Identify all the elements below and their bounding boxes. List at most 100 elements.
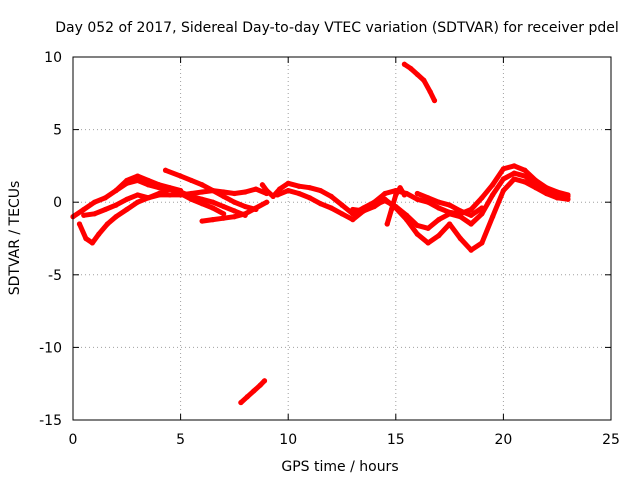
data-point [431, 97, 438, 104]
data-point [231, 199, 237, 205]
data-point [162, 167, 169, 173]
data-point [253, 186, 259, 192]
data-point [285, 180, 291, 186]
data-point [96, 231, 102, 237]
data-point [253, 205, 259, 211]
series-track-11 [401, 61, 438, 104]
data-point [479, 240, 485, 246]
series-line [81, 186, 248, 218]
x-axis-label: GPS time / hours [281, 459, 398, 475]
data-point [134, 173, 141, 179]
data-point [533, 185, 539, 191]
data-point [543, 190, 550, 197]
data-point [328, 205, 334, 211]
data-point [414, 190, 420, 197]
data-point [210, 205, 216, 211]
data-point [264, 187, 270, 194]
data-point [270, 193, 276, 199]
data-point [511, 176, 517, 182]
data-point [393, 192, 399, 198]
data-point [156, 190, 162, 197]
data-point [113, 214, 119, 220]
data-point [447, 211, 453, 217]
data-point [83, 235, 89, 242]
data-point [382, 190, 388, 197]
data-point [339, 202, 345, 208]
data-point [231, 208, 237, 214]
data-point [401, 61, 408, 67]
data-point [231, 190, 237, 197]
x-tick-label: 10 [279, 432, 297, 448]
data-point [436, 199, 442, 205]
x-tick-label: 15 [387, 432, 405, 448]
data-point [242, 189, 248, 195]
data-point [468, 212, 474, 218]
data-point [490, 192, 496, 198]
data-point [238, 399, 244, 406]
y-tick-label: -15 [39, 413, 62, 429]
series-track-13 [414, 190, 485, 218]
data-point [522, 179, 528, 185]
data-point [113, 202, 119, 208]
y-tick-label: 0 [53, 195, 62, 211]
data-point [251, 388, 257, 394]
plot-area [70, 61, 571, 406]
data-point [199, 182, 205, 188]
data-point [447, 202, 453, 208]
x-tick-label: 5 [176, 432, 185, 448]
data-point [264, 199, 270, 205]
y-tick-label: -5 [48, 268, 62, 284]
data-point [124, 206, 130, 213]
y-tick-label: 5 [53, 123, 62, 139]
data-point [500, 176, 506, 182]
data-point [124, 180, 130, 186]
data-point [145, 182, 151, 188]
data-point [89, 240, 95, 246]
series-track-2 [76, 186, 270, 246]
x-tick-label: 25 [602, 432, 620, 448]
data-point [259, 182, 265, 188]
data-point [397, 185, 403, 191]
data-point [257, 382, 263, 388]
data-point [81, 206, 87, 213]
data-point [350, 217, 356, 223]
data-point [408, 66, 414, 72]
y-tick-label: 10 [44, 50, 62, 66]
data-point [134, 199, 141, 205]
data-point [261, 378, 268, 384]
data-point [479, 211, 485, 217]
data-point [221, 211, 227, 217]
data-point [104, 221, 111, 227]
data-point [134, 177, 141, 184]
data-point [403, 217, 410, 223]
chart-title: Day 052 of 2017, Sidereal Day-to-day VTE… [55, 20, 619, 36]
data-point [178, 190, 184, 197]
series-track-8 [274, 170, 571, 231]
data-point [384, 221, 390, 227]
data-point [414, 196, 420, 202]
data-point [274, 192, 281, 198]
data-point [500, 166, 506, 172]
data-point [296, 190, 302, 197]
data-point [102, 206, 108, 213]
data-point [210, 187, 216, 194]
data-point [414, 231, 420, 237]
data-point [221, 203, 227, 210]
data-point [468, 206, 474, 213]
data-point [457, 208, 463, 214]
data-point [242, 203, 248, 210]
data-point [447, 221, 453, 227]
data-point [522, 167, 528, 173]
data-point [221, 193, 227, 199]
data-point [102, 195, 108, 201]
data-point [401, 192, 408, 198]
data-point [511, 170, 517, 176]
data-point [457, 214, 463, 220]
data-point [296, 183, 302, 189]
series-track-7 [259, 163, 571, 217]
data-point [199, 201, 205, 207]
data-point [145, 195, 151, 201]
data-point [511, 163, 517, 169]
data-point [425, 225, 431, 231]
